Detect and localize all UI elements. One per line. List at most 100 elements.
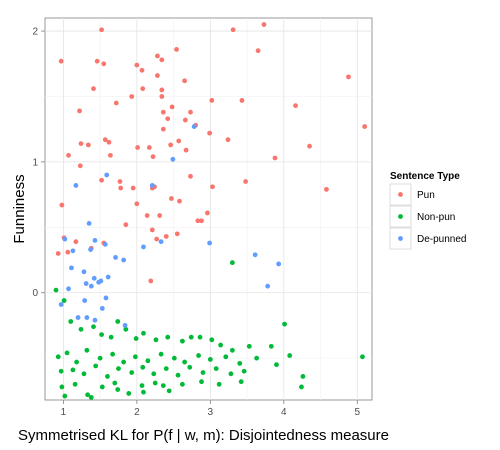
x-axis-title: Symmetrised KL for P(f | w, m): Disjoint… [18, 427, 389, 444]
point-pun [159, 87, 165, 93]
legend-title: Sentence Type [390, 171, 460, 182]
legend-marker-de-punned [398, 236, 403, 241]
point-non-pun [78, 326, 84, 332]
point-pun [73, 239, 79, 245]
point-pun [307, 143, 312, 149]
point-pun [77, 108, 82, 114]
point-pun [134, 201, 140, 207]
point-pun [134, 62, 140, 68]
point-pun [174, 231, 180, 237]
point-pun [362, 124, 368, 129]
point-de-punned [99, 306, 105, 311]
point-non-pun [213, 366, 219, 372]
point-de-punned [75, 315, 81, 320]
point-non-pun [165, 334, 171, 340]
point-non-pun [123, 326, 129, 332]
point-non-pun [360, 354, 365, 360]
point-pun [117, 179, 123, 184]
point-pun [102, 137, 108, 143]
point-de-punned [141, 244, 146, 250]
point-non-pun [216, 381, 222, 387]
point-non-pun [93, 363, 99, 369]
point-non-pun [163, 366, 169, 372]
point-pun [255, 48, 261, 54]
legend-marker-pun [398, 192, 403, 197]
point-de-punned [191, 124, 197, 129]
point-de-punned [102, 241, 108, 247]
point-pun [106, 139, 112, 145]
point-non-pun [70, 367, 76, 373]
point-pun [239, 98, 245, 103]
point-de-punned [103, 295, 109, 301]
point-pun [163, 234, 169, 239]
point-pun [108, 152, 113, 158]
y-tick-label: 0 [32, 288, 38, 299]
point-de-punned [265, 283, 271, 289]
point-pun [150, 154, 156, 160]
point-non-pun [97, 355, 103, 361]
point-pun [91, 86, 96, 92]
point-non-pun [115, 387, 121, 392]
point-non-pun [187, 364, 193, 370]
point-de-punned [88, 283, 94, 289]
point-pun [160, 126, 166, 132]
point-non-pun [171, 355, 177, 361]
point-pun [168, 142, 174, 148]
point-pun [176, 138, 182, 144]
point-de-punned [149, 183, 155, 188]
point-non-pun [99, 384, 105, 390]
point-non-pun [133, 336, 139, 341]
point-non-pun [59, 384, 65, 390]
point-non-pun [64, 350, 70, 356]
point-pun [65, 249, 71, 255]
point-de-punned [58, 302, 64, 307]
point-de-punned [81, 269, 87, 275]
point-de-punned [207, 240, 213, 246]
point-non-pun [180, 381, 185, 387]
point-pun [160, 109, 166, 115]
point-pun [118, 185, 124, 191]
point-de-punned [276, 261, 282, 267]
point-pun [174, 46, 179, 52]
point-pun [101, 61, 107, 67]
point-non-pun [85, 392, 91, 398]
point-pun [159, 57, 165, 63]
point-pun [207, 130, 213, 136]
x-tick-label: 3 [208, 407, 214, 418]
point-non-pun [116, 366, 121, 372]
point-pun [168, 196, 174, 201]
point-pun [324, 186, 329, 192]
point-non-pun [246, 343, 252, 349]
point-non-pun [237, 360, 243, 366]
point-non-pun [99, 332, 104, 337]
point-pun [209, 98, 215, 103]
point-pun [199, 218, 204, 224]
point-non-pun [229, 260, 235, 266]
point-pun [85, 142, 91, 148]
point-pun [149, 227, 155, 233]
legend-label-de-punned: De-punned [417, 234, 466, 245]
point-pun [144, 213, 150, 218]
point-de-punned [70, 248, 76, 254]
point-pun [195, 218, 201, 224]
point-non-pun [140, 364, 146, 370]
point-pun [188, 173, 193, 179]
point-de-punned [88, 247, 93, 252]
point-pun [210, 184, 215, 190]
point-non-pun [126, 391, 132, 396]
point-non-pun [152, 380, 158, 386]
y-axis-title: Funniness [11, 174, 28, 243]
point-pun [188, 109, 193, 115]
point-non-pun [110, 351, 116, 357]
point-de-punned [92, 317, 98, 323]
plot-panel [44, 17, 373, 401]
point-de-punned [92, 237, 98, 243]
point-pun [130, 185, 136, 191]
point-pun [155, 53, 160, 59]
point-pun [183, 147, 189, 153]
point-non-pun [58, 368, 64, 374]
point-non-pun [218, 342, 224, 348]
y-tick-label: 2 [32, 27, 38, 38]
axes: 1 2 3 4 5 0 1 2 [32, 27, 360, 418]
point-non-pun [61, 298, 67, 303]
